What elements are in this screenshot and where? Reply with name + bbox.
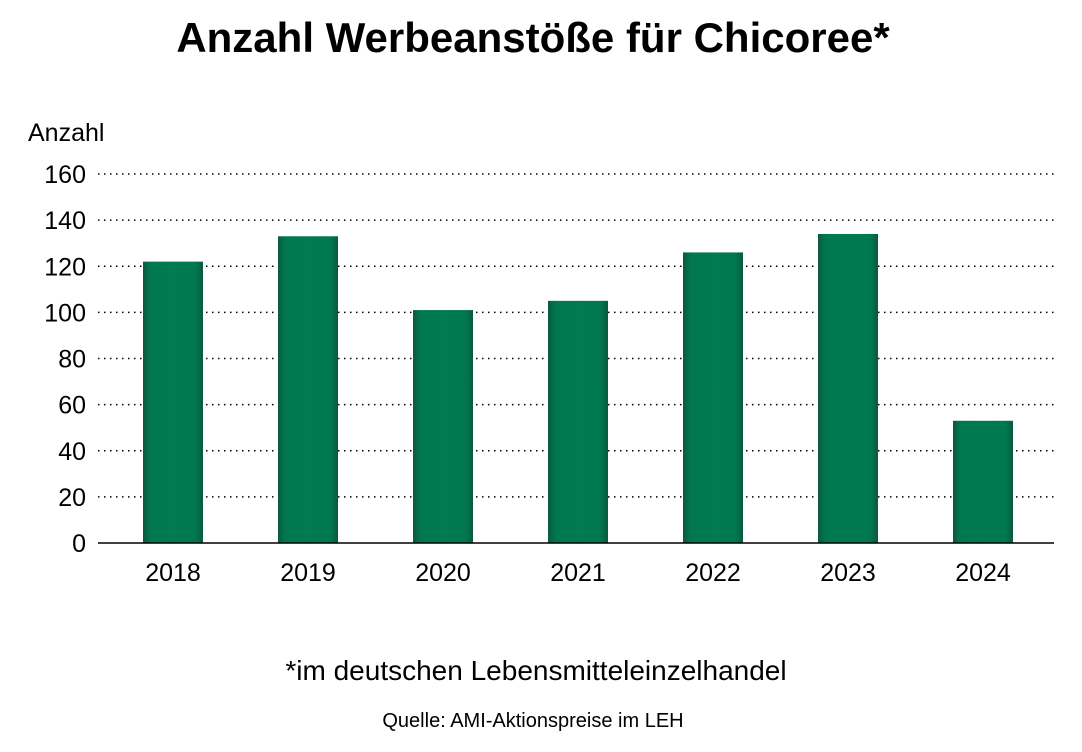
y-tick-label: 0 (72, 530, 86, 558)
y-tick-label: 140 (44, 207, 86, 235)
footnote: *im deutschen Lebensmitteleinzelhandel (285, 655, 786, 686)
x-tick-label: 2022 (685, 559, 741, 587)
y-tick-label: 100 (44, 299, 86, 327)
y-tick-label: 120 (44, 253, 86, 281)
x-tick-label: 2020 (415, 559, 471, 587)
x-tick-label: 2023 (820, 559, 876, 587)
bar-2018 (143, 261, 203, 543)
y-tick-label: 80 (58, 346, 86, 374)
bar-2021 (548, 300, 608, 543)
bar-2023 (818, 233, 878, 543)
bar-2024 (953, 420, 1013, 543)
y-tick-label: 40 (58, 438, 86, 466)
x-tick-label: 2018 (145, 559, 201, 587)
bar-2020 (413, 310, 473, 543)
chart-title: Anzahl Werbeanstöße für Chicoree* (176, 14, 890, 61)
y-tick-label: 20 (58, 484, 86, 512)
x-tick-label: 2024 (955, 559, 1011, 587)
y-tick-label: 160 (44, 161, 86, 189)
y-axis-label: Anzahl (28, 119, 104, 147)
bar-2022 (683, 252, 743, 543)
y-tick-label: 60 (58, 392, 86, 420)
x-tick-label: 2021 (550, 559, 606, 587)
bar-2019 (278, 236, 338, 544)
bars (143, 233, 1013, 544)
y-tick-labels: 0 20 40 60 80 100 120 140 160 (44, 161, 86, 558)
x-tick-label: 2019 (280, 559, 336, 587)
source-note: Quelle: AMI-Aktionspreise im LEH (382, 710, 683, 732)
x-tick-labels: 2018 2019 2020 2021 2022 2023 2024 (145, 559, 1011, 587)
